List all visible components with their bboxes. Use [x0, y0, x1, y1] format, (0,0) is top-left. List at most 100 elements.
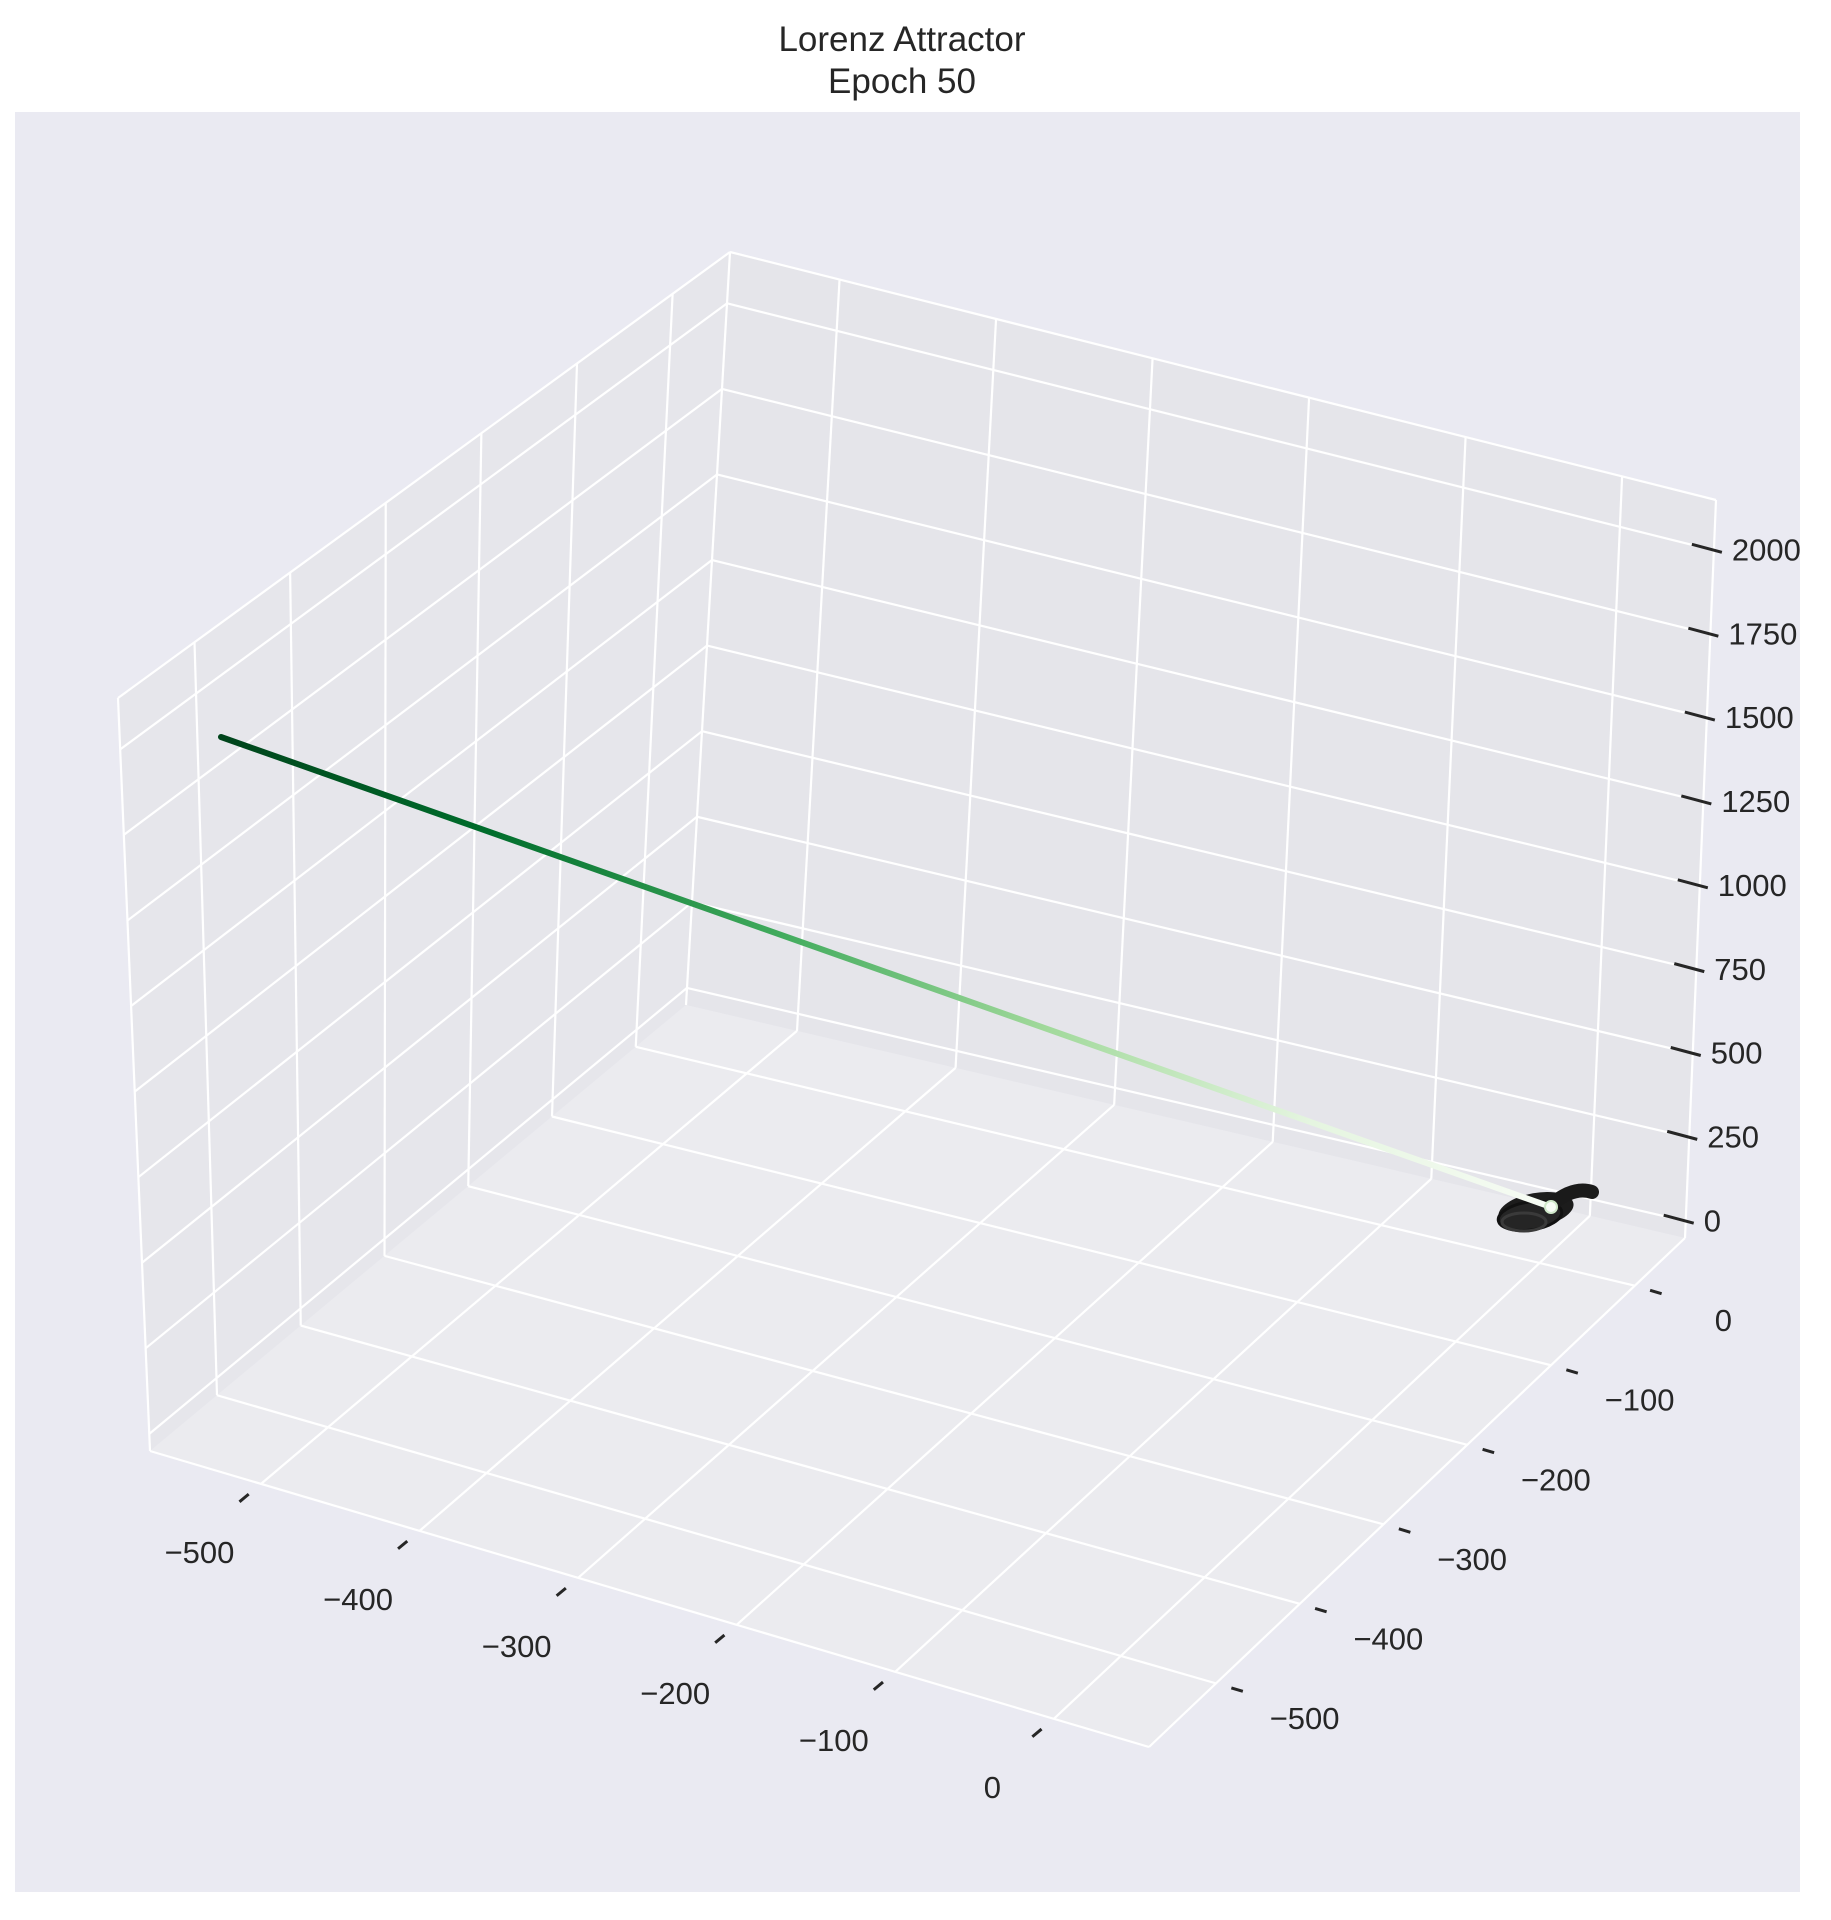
- z-tick-mark: [1673, 962, 1705, 974]
- z-gridline-left-wall: [119, 302, 728, 751]
- z-tick-label: 1250: [1721, 784, 1790, 819]
- y-gridline-floor: [551, 1115, 1552, 1367]
- z-gridline-left-wall: [137, 730, 703, 1179]
- x-tick-label: −200: [640, 1676, 710, 1711]
- x-gridline-floor: [418, 1067, 957, 1532]
- x-tick-label: −100: [799, 1723, 869, 1758]
- z-gridline-back-wall: [691, 901, 1690, 1139]
- z-gridline-back-wall: [726, 302, 1715, 552]
- chart-title-line-1: Lorenz Attractor: [778, 20, 1025, 59]
- z-axis-edge: [1683, 499, 1718, 1239]
- z-gridline-back-wall: [721, 387, 1711, 636]
- chart-title-line-2: Epoch 50: [828, 62, 976, 101]
- x-tick-label: −400: [323, 1582, 393, 1617]
- z-tick-mark: [1670, 1046, 1702, 1057]
- x-gridline-floor: [894, 1178, 1433, 1673]
- x-gridline-floor: [735, 1141, 1274, 1626]
- left-vertical-edge: [116, 697, 152, 1452]
- y-gridline-left-wall: [383, 502, 387, 1256]
- x-gridline-back-wall: [1271, 397, 1311, 1142]
- z-gridline-left-wall: [148, 987, 688, 1435]
- x-tick-mark: [555, 1586, 567, 1597]
- z-tick-mark: [1666, 1129, 1698, 1141]
- z-tick-label: 750: [1714, 952, 1766, 987]
- x-gridline-back-wall: [1113, 358, 1154, 1105]
- z-tick-mark: [1680, 794, 1712, 806]
- top-right-edge: [729, 250, 1717, 502]
- z-gridline-left-wall: [144, 901, 693, 1350]
- trajectory-start-point: [1544, 1200, 1558, 1214]
- x-gridline-back-wall: [1588, 476, 1624, 1216]
- z-tick-mark: [1691, 542, 1723, 554]
- y-tick-label: 0: [1715, 1303, 1732, 1338]
- y-axis-edge: [1148, 1237, 1686, 1748]
- z-gridline-left-wall: [126, 473, 718, 922]
- y-tick-mark: [1565, 1368, 1579, 1375]
- x-tick-label: −300: [482, 1629, 552, 1664]
- y-tick-mark: [1398, 1527, 1411, 1534]
- z-tick-label: 2000: [1732, 533, 1801, 568]
- x-tick-mark: [397, 1539, 409, 1550]
- y-gridline-left-wall: [193, 642, 219, 1396]
- y-gridline-floor: [300, 1324, 1301, 1605]
- z-tick-label: 1750: [1728, 616, 1797, 651]
- z-tick-mark: [1684, 710, 1716, 722]
- left-pane: [118, 252, 730, 1451]
- z-gridline-left-wall: [130, 559, 713, 1007]
- y-tick-label: −100: [1605, 1383, 1675, 1418]
- y-gridline-floor: [216, 1394, 1217, 1685]
- x-tick-mark: [238, 1492, 250, 1503]
- y-tick-label: −200: [1521, 1462, 1591, 1497]
- x-tick-label: −500: [165, 1535, 235, 1570]
- z-gridline-back-wall: [701, 730, 1697, 971]
- z-gridline-left-wall: [123, 388, 723, 836]
- y-tick-mark: [1482, 1447, 1495, 1455]
- y-gridline-floor: [467, 1185, 1468, 1446]
- x-gridline-floor: [1053, 1215, 1591, 1720]
- z-tick-mark: [1677, 878, 1709, 890]
- x-tick-mark: [872, 1680, 884, 1691]
- z-tick-mark: [1687, 626, 1719, 638]
- x-gridline-floor: [260, 1030, 798, 1485]
- floor-pane: [150, 1005, 1685, 1747]
- y-tick-label: −300: [1437, 1542, 1507, 1577]
- y-gridline-left-wall: [634, 293, 674, 1047]
- y-tick-mark: [1314, 1606, 1328, 1614]
- z-gridline-left-wall: [141, 815, 698, 1264]
- y-gridline-floor: [635, 1045, 1636, 1287]
- z-tick-label: 250: [1707, 1120, 1759, 1155]
- cluster-ellipse-inner: [1500, 1211, 1548, 1233]
- z-tick-mark: [1663, 1213, 1695, 1225]
- y-gridline-left-wall: [289, 572, 302, 1326]
- y-tick-label: −400: [1353, 1621, 1423, 1656]
- y-gridline-left-wall: [467, 433, 483, 1187]
- z-tick-label: 500: [1711, 1036, 1763, 1071]
- grid-lines: [116, 250, 1718, 1749]
- y-tick-mark: [1649, 1288, 1663, 1296]
- y-gridline-floor: [384, 1254, 1384, 1526]
- y-tick-label: −500: [1270, 1701, 1340, 1736]
- z-tick-label: 1500: [1725, 700, 1794, 735]
- x-tick-label: 0: [984, 1770, 1001, 1805]
- z-gridline-back-wall: [686, 986, 1686, 1223]
- x-gridline-floor: [577, 1104, 1115, 1579]
- z-gridline-back-wall: [706, 644, 1701, 887]
- back-vertical-edge: [684, 251, 732, 1006]
- top-left-edge: [117, 251, 731, 699]
- x-tick-mark: [714, 1633, 726, 1644]
- x-gridline-back-wall: [954, 318, 998, 1068]
- z-gridline-back-wall: [696, 815, 1694, 1055]
- z-gridline-left-wall: [134, 644, 708, 1093]
- z-gridline-back-wall: [716, 473, 1708, 720]
- x-gridline-back-wall: [1430, 436, 1467, 1179]
- x-gridline-back-wall: [795, 279, 841, 1031]
- x-tick-mark: [1031, 1727, 1043, 1738]
- attractor-cluster: [1496, 1183, 1599, 1233]
- axis-ticks: −500 −400 −300 −200 −100 0 0 −100 −200 −300 −400 −5…: [165, 533, 1801, 1806]
- z-gridline-back-wall: [711, 558, 1704, 803]
- cluster-wing: [1545, 1183, 1599, 1211]
- y-gridline-left-wall: [550, 363, 579, 1117]
- x-axis-edge: [149, 1449, 1150, 1749]
- z-tick-label: 0: [1704, 1203, 1721, 1238]
